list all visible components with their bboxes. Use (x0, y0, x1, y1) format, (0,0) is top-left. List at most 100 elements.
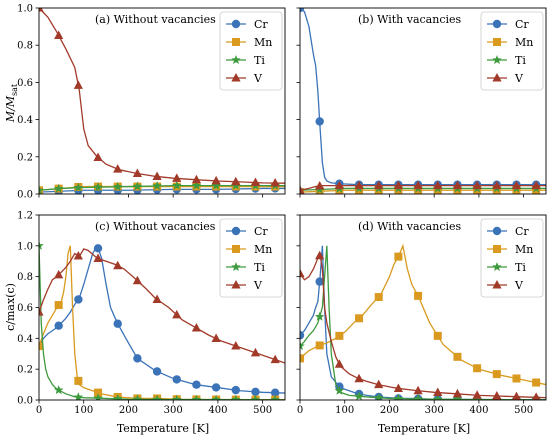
y-tick-label: 0.2 (17, 152, 33, 163)
marker-ti (211, 180, 221, 190)
marker-ti (152, 394, 162, 400)
series-group (39, 8, 285, 194)
marker-v (132, 168, 142, 178)
legend-marker-v (231, 280, 241, 289)
legend-label-ti: Ti (515, 261, 526, 274)
marker-v (93, 152, 103, 162)
marker-ti (39, 185, 44, 194)
series-group (39, 240, 285, 400)
marker-v (300, 268, 305, 278)
marker-ti (73, 182, 84, 192)
marker-v (54, 30, 64, 40)
marker-ti (211, 394, 221, 400)
marker-cr (192, 380, 201, 389)
marker-v (433, 180, 443, 190)
marker-ti (93, 393, 103, 400)
y-tick-label: 0.8 (17, 272, 33, 283)
marker-v (315, 250, 325, 260)
marker-v (152, 294, 162, 303)
marker-ti (433, 394, 443, 400)
marker-v (315, 181, 325, 190)
marker-mn (335, 331, 344, 340)
marker-ti (93, 182, 103, 192)
series-line-ti (300, 245, 546, 400)
marker-v (472, 180, 482, 190)
marker-v (374, 180, 384, 190)
legend-marker-ti (492, 55, 502, 65)
marker-ti (373, 392, 384, 400)
marker-v (374, 379, 384, 389)
chart-panel-3: 0 100 200 300 400 500 0.0 0.2 0.4 0.6 0.8 1.0 1.2 (c)… (17, 211, 286, 416)
marker-mn (355, 314, 364, 323)
marker-ti (413, 393, 423, 400)
marker-ti (191, 180, 202, 190)
marker-v (531, 180, 541, 190)
x-tick-label: 400 (469, 405, 488, 416)
y-tick-label: 0.8 (17, 41, 33, 52)
marker-v (211, 333, 221, 343)
marker-mn (414, 291, 423, 300)
marker-ti (172, 394, 182, 400)
marker-mn (512, 374, 521, 383)
y-tick-label: 1.0 (17, 241, 33, 252)
y-tick-label: 1.0 (17, 4, 33, 15)
marker-v (511, 180, 522, 190)
legend-label-mn: Mn (515, 36, 533, 49)
marker-ti (53, 183, 64, 193)
legend-label-v: V (253, 279, 263, 292)
x-tick-label: 500 (514, 405, 533, 416)
marker-ti (73, 392, 84, 400)
marker-ti (334, 385, 345, 395)
legend: Cr Mn Ti V (219, 11, 283, 91)
legend-label-ti: Ti (254, 261, 265, 274)
marker-v (54, 269, 64, 279)
marker-v (532, 392, 541, 400)
marker-ti (250, 394, 261, 400)
x-axis-label-right: Temperature [K] (378, 422, 470, 435)
marker-ti (39, 240, 44, 250)
series-group (300, 8, 546, 194)
legend-box (480, 11, 544, 91)
legend-marker-cr (231, 226, 241, 236)
marker-cr (172, 375, 181, 384)
y-axis-label-bottom: c/max(c) (4, 283, 17, 331)
legend-marker-ti (231, 262, 241, 272)
legend-marker-cr (492, 226, 502, 236)
chart-panel-1: 0.00.20.40.60.81.0(a) Without vacancies C… (17, 4, 286, 201)
marker-v (511, 391, 521, 400)
marker-mn (374, 293, 383, 302)
x-tick-label: 300 (425, 405, 444, 416)
series-group (300, 243, 546, 400)
x-tick-label: 400 (208, 405, 227, 416)
legend-marker-v (492, 280, 502, 289)
y-tick-label: 0.6 (17, 78, 33, 89)
x-tick-label: 300 (164, 405, 183, 416)
marker-cr (315, 117, 324, 126)
marker-cr (251, 387, 260, 396)
marker-v (93, 253, 103, 262)
plot-frame (299, 7, 547, 195)
legend-label-cr: Cr (254, 225, 268, 238)
marker-v (354, 373, 364, 383)
x-axis-label-left: Temperature [K] (117, 422, 209, 435)
y-tick-label: 0.4 (17, 115, 33, 126)
marker-mn (94, 388, 103, 397)
legend-label-cr: Cr (515, 18, 529, 31)
marker-ti (354, 391, 364, 400)
legend-marker-mn (493, 38, 501, 46)
marker-v (433, 387, 443, 397)
marker-ti (231, 394, 241, 400)
panel-title: (a) Without vacancies (95, 13, 216, 26)
marker-mn (300, 354, 304, 363)
marker-v (413, 180, 423, 190)
panel-title: (d) With vacancies (358, 220, 462, 233)
marker-cr (113, 319, 122, 328)
marker-v (270, 178, 280, 187)
marker-v (132, 275, 142, 285)
marker-v (191, 323, 202, 332)
marker-ti (191, 394, 202, 400)
marker-v (191, 174, 202, 184)
legend-box (219, 11, 283, 91)
marker-v (73, 80, 83, 89)
marker-cr (231, 385, 240, 395)
